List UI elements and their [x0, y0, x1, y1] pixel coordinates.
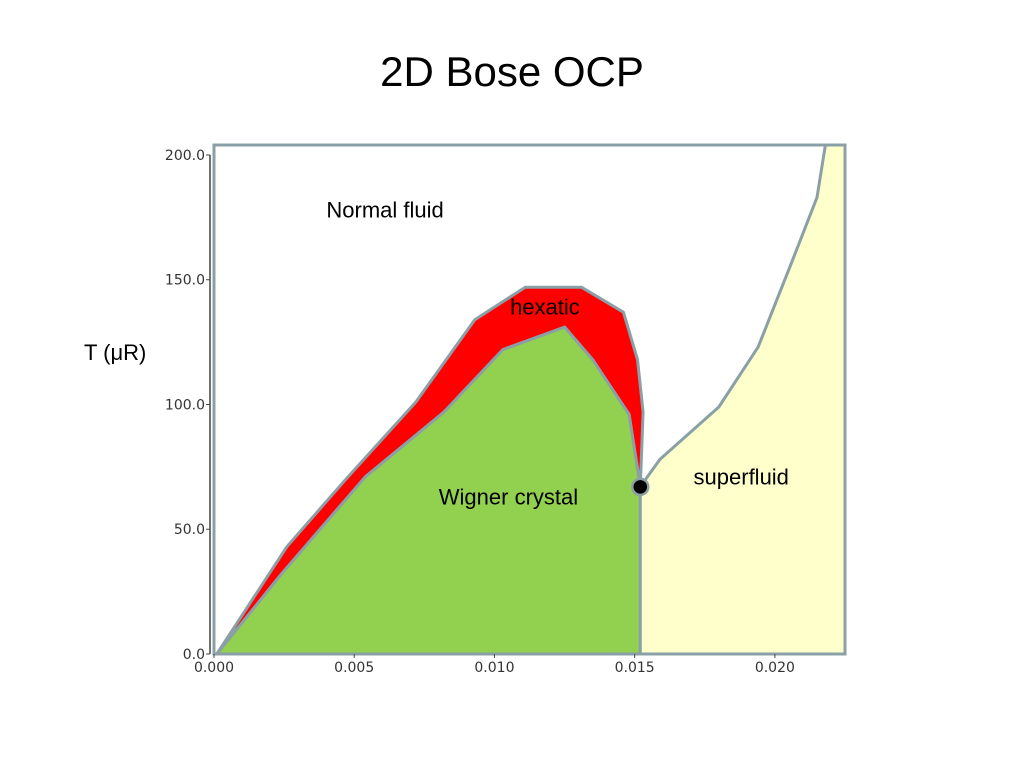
x-tick-label: 0.000: [194, 660, 234, 676]
wigner-crystal-label: Wigner crystal: [439, 484, 578, 509]
axis-ticks: 0.000 0.005 0.010 0.015 0.0200.050.0100.0150…: [165, 148, 795, 676]
region-labels: hexatic Wigner crystal superfluid Normal fl…: [326, 197, 789, 509]
regions-layer: [215, 143, 847, 656]
y-tick-label: 200.0: [165, 148, 205, 164]
x-tick-label: 0.005: [334, 660, 374, 676]
x-tick-label: 0.010: [474, 660, 514, 676]
plot-border: [212, 143, 847, 656]
superfluid-label: superfluid: [694, 464, 789, 489]
slide-title: 2D Bose OCP: [380, 48, 644, 95]
y-axis-label: T (μR): [84, 340, 147, 365]
x-tick-label: 0.015: [615, 660, 655, 676]
normal-fluid-label: Normal fluid: [326, 197, 443, 222]
hexatic-label: hexatic: [510, 295, 580, 320]
y-tick-label: 150.0: [165, 273, 205, 289]
superfluid-region: [638, 143, 847, 656]
triple-point-marker: [631, 477, 650, 497]
x-tick-label: 0.020: [755, 660, 795, 676]
y-tick-label: 0.0: [183, 647, 205, 663]
y-tick-label: 50.0: [174, 522, 205, 538]
y-tick-label: 100.0: [165, 397, 205, 413]
